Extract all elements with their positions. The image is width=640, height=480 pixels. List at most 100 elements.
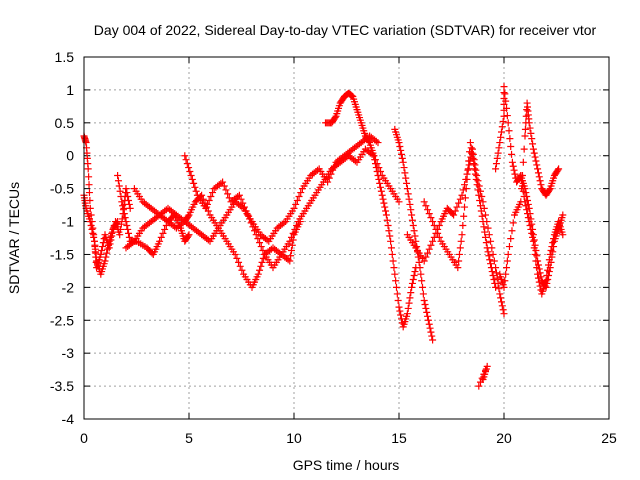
data-point bbox=[480, 370, 488, 378]
data-point bbox=[455, 257, 463, 265]
data-point bbox=[494, 149, 502, 157]
y-tick-label: 1 bbox=[66, 82, 74, 98]
data-point bbox=[501, 90, 509, 98]
data-point bbox=[408, 283, 416, 291]
data-point bbox=[499, 118, 507, 126]
data-point bbox=[480, 223, 488, 231]
data-point bbox=[503, 104, 511, 112]
data-point bbox=[528, 135, 536, 143]
data-point bbox=[528, 229, 536, 237]
data-point bbox=[493, 274, 501, 282]
y-tick-label: 0.5 bbox=[55, 115, 75, 131]
data-point bbox=[468, 149, 476, 157]
data-point bbox=[288, 241, 296, 249]
data-point bbox=[161, 225, 169, 233]
data-point bbox=[482, 233, 490, 241]
data-point bbox=[524, 214, 532, 222]
data-point bbox=[119, 202, 127, 210]
data-point bbox=[476, 196, 484, 204]
data-point bbox=[465, 157, 473, 165]
data-point bbox=[251, 227, 259, 235]
data-point bbox=[464, 166, 472, 174]
data-point bbox=[348, 92, 356, 100]
tick-layer: 0 5 10 15 20 25 1.5 1 0.5 0 -0.5 -1 -1.5 -2 -2.5 -3 -3.5… bbox=[50, 49, 617, 446]
data-point bbox=[293, 221, 301, 229]
data-point bbox=[535, 173, 543, 181]
data-point bbox=[396, 143, 404, 151]
data-point bbox=[182, 156, 190, 164]
data-point bbox=[106, 233, 114, 241]
data-point bbox=[181, 152, 189, 160]
data-point bbox=[125, 200, 133, 208]
data-point bbox=[529, 145, 537, 153]
data-point bbox=[544, 266, 552, 274]
data-point bbox=[475, 191, 483, 199]
data-point bbox=[422, 304, 430, 312]
data-point bbox=[474, 177, 482, 185]
data-point bbox=[244, 211, 252, 219]
data-point bbox=[291, 225, 299, 233]
data-point bbox=[469, 154, 477, 162]
data-point bbox=[534, 274, 542, 282]
data-point bbox=[365, 137, 373, 145]
data-point bbox=[412, 237, 420, 245]
data-point bbox=[518, 177, 526, 185]
data-point bbox=[479, 198, 487, 206]
data-point bbox=[427, 214, 435, 222]
data-point bbox=[429, 336, 437, 344]
data-point bbox=[123, 189, 131, 197]
y-tick-label: -3 bbox=[62, 345, 75, 361]
data-point bbox=[125, 229, 133, 237]
data-point bbox=[482, 211, 490, 219]
data-point bbox=[254, 270, 262, 278]
data-point bbox=[527, 129, 535, 137]
data-point bbox=[508, 227, 516, 235]
data-point bbox=[492, 283, 500, 291]
data-point bbox=[256, 239, 264, 247]
data-point bbox=[508, 158, 516, 166]
data-point bbox=[85, 173, 93, 181]
data-point bbox=[405, 299, 413, 307]
data-point bbox=[467, 144, 475, 152]
data-point bbox=[188, 175, 196, 183]
data-point bbox=[259, 254, 267, 262]
data-point bbox=[419, 283, 427, 291]
series-track-2 bbox=[80, 185, 134, 278]
data-point bbox=[98, 243, 106, 251]
data-point bbox=[393, 290, 401, 298]
data-point bbox=[121, 214, 129, 222]
data-point bbox=[490, 257, 498, 265]
data-point bbox=[509, 219, 517, 227]
data-point bbox=[521, 132, 529, 140]
data-point bbox=[425, 210, 433, 218]
data-point bbox=[459, 221, 467, 229]
data-point bbox=[501, 277, 509, 285]
data-point bbox=[534, 165, 542, 173]
data-point bbox=[555, 165, 563, 173]
data-point bbox=[410, 272, 418, 280]
data-point bbox=[502, 270, 510, 278]
data-point bbox=[124, 225, 132, 233]
data-point bbox=[534, 270, 542, 278]
data-point bbox=[117, 225, 125, 233]
data-point bbox=[503, 257, 511, 265]
data-point bbox=[485, 252, 493, 260]
data-point bbox=[376, 179, 384, 187]
data-point bbox=[484, 248, 492, 256]
data-point bbox=[351, 157, 359, 165]
data-point bbox=[236, 262, 244, 270]
data-point bbox=[297, 189, 305, 197]
y-tick-label: -0.5 bbox=[50, 181, 74, 197]
data-point bbox=[519, 187, 527, 195]
data-point bbox=[85, 189, 93, 197]
data-point bbox=[432, 225, 440, 233]
data-point bbox=[374, 171, 382, 179]
data-point bbox=[460, 212, 468, 220]
data-point bbox=[387, 237, 395, 245]
data-point bbox=[559, 211, 567, 219]
data-point bbox=[383, 216, 391, 224]
data-point bbox=[202, 204, 210, 212]
data-point bbox=[425, 320, 433, 328]
data-point bbox=[89, 229, 97, 237]
data-point bbox=[87, 221, 95, 229]
